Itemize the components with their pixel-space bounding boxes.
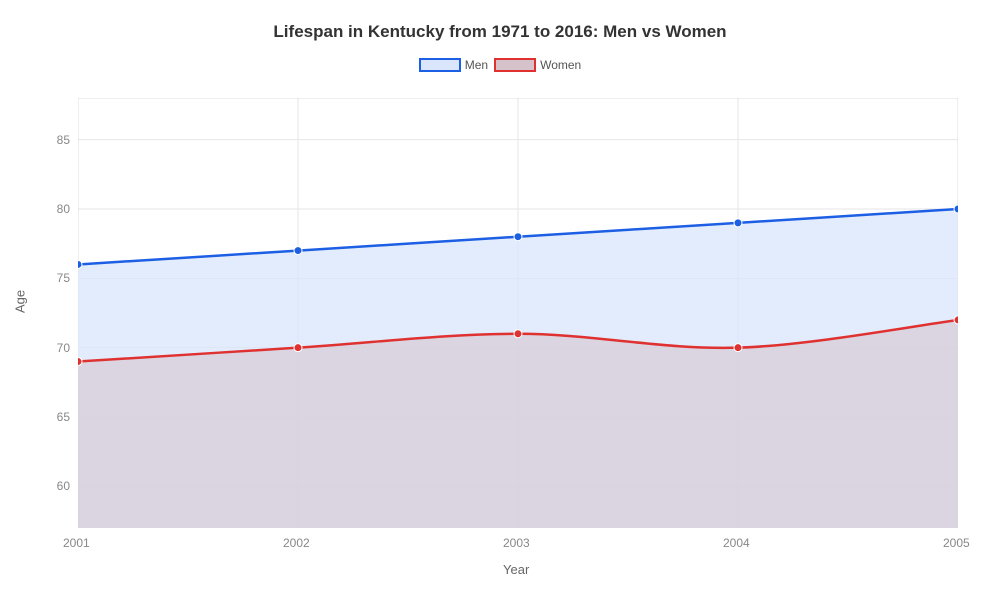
y-tick-label: 60 xyxy=(57,479,70,493)
x-axis-label: Year xyxy=(503,562,529,577)
x-tick-label: 2002 xyxy=(283,536,310,550)
y-tick-label: 75 xyxy=(57,271,70,285)
y-tick-label: 85 xyxy=(57,133,70,147)
legend: Men Women xyxy=(0,58,1000,72)
legend-swatch-men xyxy=(419,58,461,72)
plot-area xyxy=(78,98,958,528)
x-tick-label: 2003 xyxy=(503,536,530,550)
legend-label-men: Men xyxy=(465,58,488,72)
chart-container: Lifespan in Kentucky from 1971 to 2016: … xyxy=(0,0,1000,600)
legend-item-men[interactable]: Men xyxy=(419,58,488,72)
y-tick-label: 65 xyxy=(57,410,70,424)
legend-label-women: Women xyxy=(540,58,581,72)
legend-swatch-women xyxy=(494,58,536,72)
y-tick-label: 80 xyxy=(57,202,70,216)
legend-item-women[interactable]: Women xyxy=(494,58,581,72)
y-tick-label: 70 xyxy=(57,341,70,355)
y-axis-label: Age xyxy=(13,290,28,313)
chart-svg xyxy=(78,98,958,528)
chart-title: Lifespan in Kentucky from 1971 to 2016: … xyxy=(0,0,1000,42)
x-tick-label: 2004 xyxy=(723,536,750,550)
x-tick-label: 2005 xyxy=(943,536,970,550)
x-tick-label: 2001 xyxy=(63,536,90,550)
